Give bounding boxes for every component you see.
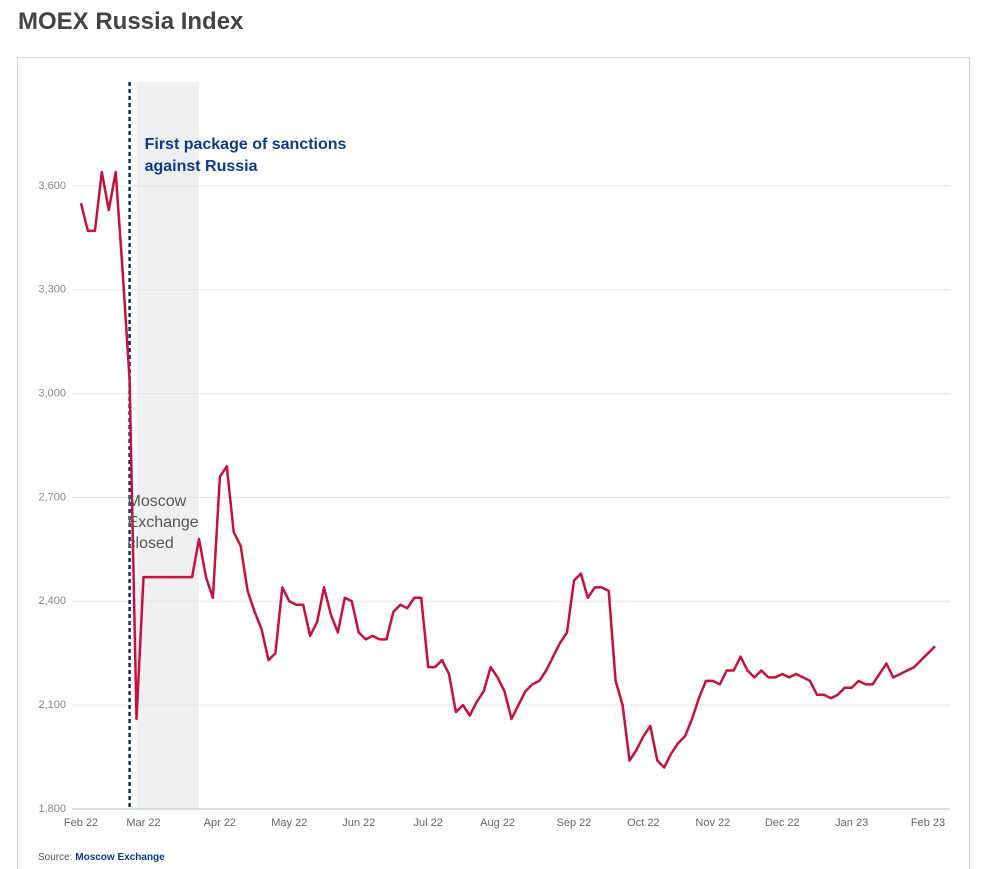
y-tick-label: 2,100 bbox=[38, 699, 66, 711]
y-tick-label: 3,600 bbox=[38, 180, 66, 192]
chart-title: MOEX Russia Index bbox=[18, 8, 244, 35]
x-tick-label: Aug 22 bbox=[480, 817, 515, 829]
annotation: First package of sanctions against Russi… bbox=[144, 136, 347, 175]
x-tick-label: Mar 22 bbox=[126, 817, 160, 829]
x-tick-label: Sep 22 bbox=[557, 817, 592, 829]
source-label: Source: bbox=[38, 852, 73, 863]
y-tick-label: 2,400 bbox=[38, 595, 66, 607]
x-tick-label: Nov 22 bbox=[695, 817, 730, 829]
x-tick-label: Oct 22 bbox=[627, 817, 659, 829]
x-tick-label: Feb 23 bbox=[911, 817, 945, 829]
x-tick-label: May 22 bbox=[271, 817, 307, 829]
index-line bbox=[79, 170, 936, 769]
y-tick-label: 3,300 bbox=[38, 284, 66, 296]
x-tick-label: Apr 22 bbox=[204, 817, 236, 829]
x-tick-label: Jul 22 bbox=[413, 817, 442, 829]
chart-frame bbox=[17, 57, 970, 869]
y-tick-label: 2,700 bbox=[38, 491, 66, 503]
y-tick-label: 1,800 bbox=[38, 803, 66, 815]
x-tick-label: Dec 22 bbox=[765, 817, 800, 829]
x-tick-label: Jun 22 bbox=[342, 817, 375, 829]
x-tick-label: Feb 22 bbox=[64, 817, 98, 829]
y-tick-label: 3,000 bbox=[38, 387, 66, 399]
source: Source: Moscow Exchange bbox=[38, 852, 165, 863]
x-tick-label: Jan 23 bbox=[835, 817, 868, 829]
source-name: Moscow Exchange bbox=[75, 852, 165, 863]
closed-band bbox=[136, 82, 200, 809]
annotation: Moscow Exchange closed bbox=[127, 493, 199, 552]
